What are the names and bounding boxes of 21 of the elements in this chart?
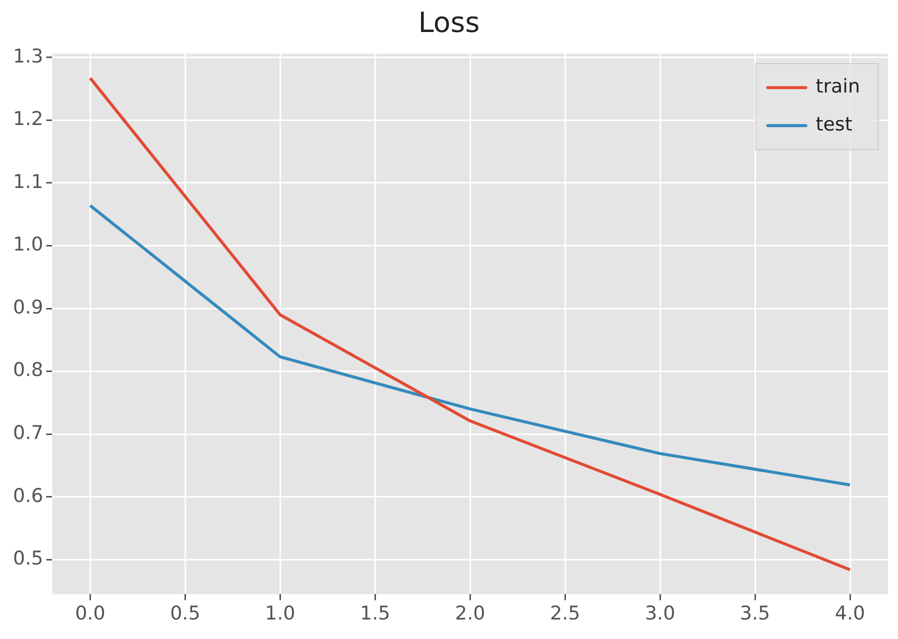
chart-title: Loss — [418, 6, 480, 40]
x-tick-label: 2.5 — [550, 602, 580, 625]
y-tick-label: 0.6 — [13, 484, 44, 507]
y-tick-label: 1.0 — [13, 234, 44, 256]
y-tick-label: 0.7 — [13, 422, 44, 444]
x-tick-label: 1.5 — [360, 602, 390, 625]
legend-label: train — [816, 76, 860, 98]
y-tick-label: 1.1 — [13, 170, 44, 193]
x-tick-label: 0.0 — [75, 602, 106, 625]
y-tick-label: 0.5 — [13, 548, 44, 570]
y-tick-label: 0.9 — [13, 296, 44, 318]
legend-label: test — [816, 114, 852, 136]
x-tick-label: 0.5 — [170, 602, 200, 625]
x-tick-label: 2.0 — [455, 602, 486, 625]
y-tick-label: 0.8 — [13, 359, 44, 382]
x-tick-label: 4.0 — [834, 602, 866, 625]
y-tick-label: 1.3 — [13, 45, 44, 68]
y-tick-label: 1.2 — [13, 108, 44, 130]
x-tick-label: 3.5 — [740, 602, 770, 625]
x-tick-label: 1.0 — [265, 602, 296, 625]
x-tick-label: 3.0 — [644, 602, 676, 625]
